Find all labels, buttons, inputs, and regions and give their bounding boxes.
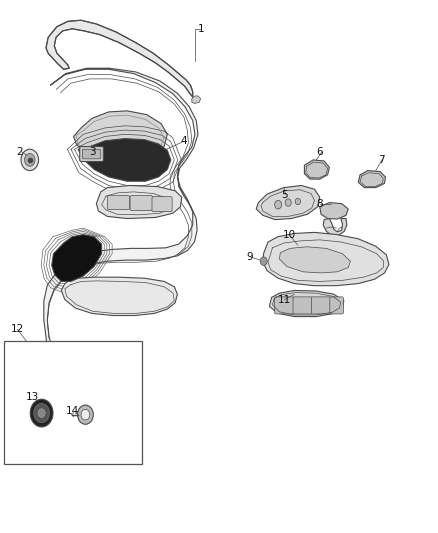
Circle shape — [38, 409, 45, 417]
Polygon shape — [279, 247, 350, 273]
Circle shape — [275, 200, 282, 209]
Circle shape — [295, 198, 300, 205]
Circle shape — [285, 199, 291, 206]
Circle shape — [30, 399, 53, 427]
Polygon shape — [46, 20, 193, 97]
Polygon shape — [44, 68, 198, 352]
Text: 5: 5 — [281, 190, 288, 199]
FancyBboxPatch shape — [330, 297, 343, 314]
Polygon shape — [52, 235, 102, 281]
Text: 6: 6 — [316, 147, 323, 157]
Text: 3: 3 — [88, 147, 95, 157]
FancyBboxPatch shape — [4, 341, 142, 464]
Polygon shape — [192, 96, 201, 103]
Text: 8: 8 — [316, 199, 323, 208]
Polygon shape — [320, 203, 348, 219]
Polygon shape — [304, 160, 329, 179]
Text: 4: 4 — [180, 136, 187, 146]
FancyBboxPatch shape — [311, 297, 331, 314]
Polygon shape — [78, 139, 171, 181]
FancyBboxPatch shape — [80, 147, 103, 161]
Polygon shape — [358, 171, 385, 188]
Polygon shape — [96, 185, 182, 219]
Polygon shape — [61, 277, 177, 316]
Text: 7: 7 — [378, 155, 385, 165]
FancyBboxPatch shape — [275, 297, 294, 314]
Text: 13: 13 — [26, 392, 39, 402]
Text: 14: 14 — [66, 407, 79, 416]
Circle shape — [78, 405, 93, 424]
Text: 12: 12 — [11, 325, 24, 334]
Circle shape — [260, 257, 267, 265]
FancyBboxPatch shape — [82, 149, 101, 159]
Polygon shape — [263, 232, 389, 286]
Text: 11: 11 — [278, 295, 291, 304]
Text: 1: 1 — [198, 25, 205, 34]
Circle shape — [25, 154, 35, 166]
FancyBboxPatch shape — [293, 297, 312, 314]
Polygon shape — [323, 219, 347, 236]
Circle shape — [81, 409, 90, 420]
Circle shape — [34, 403, 49, 423]
FancyBboxPatch shape — [130, 196, 152, 211]
FancyBboxPatch shape — [107, 196, 130, 209]
Text: 9: 9 — [246, 252, 253, 262]
Polygon shape — [269, 290, 344, 317]
Circle shape — [21, 149, 39, 171]
Text: 2: 2 — [16, 147, 23, 157]
Polygon shape — [256, 185, 320, 220]
Text: 10: 10 — [283, 230, 296, 239]
FancyBboxPatch shape — [152, 197, 172, 212]
Polygon shape — [74, 111, 167, 161]
